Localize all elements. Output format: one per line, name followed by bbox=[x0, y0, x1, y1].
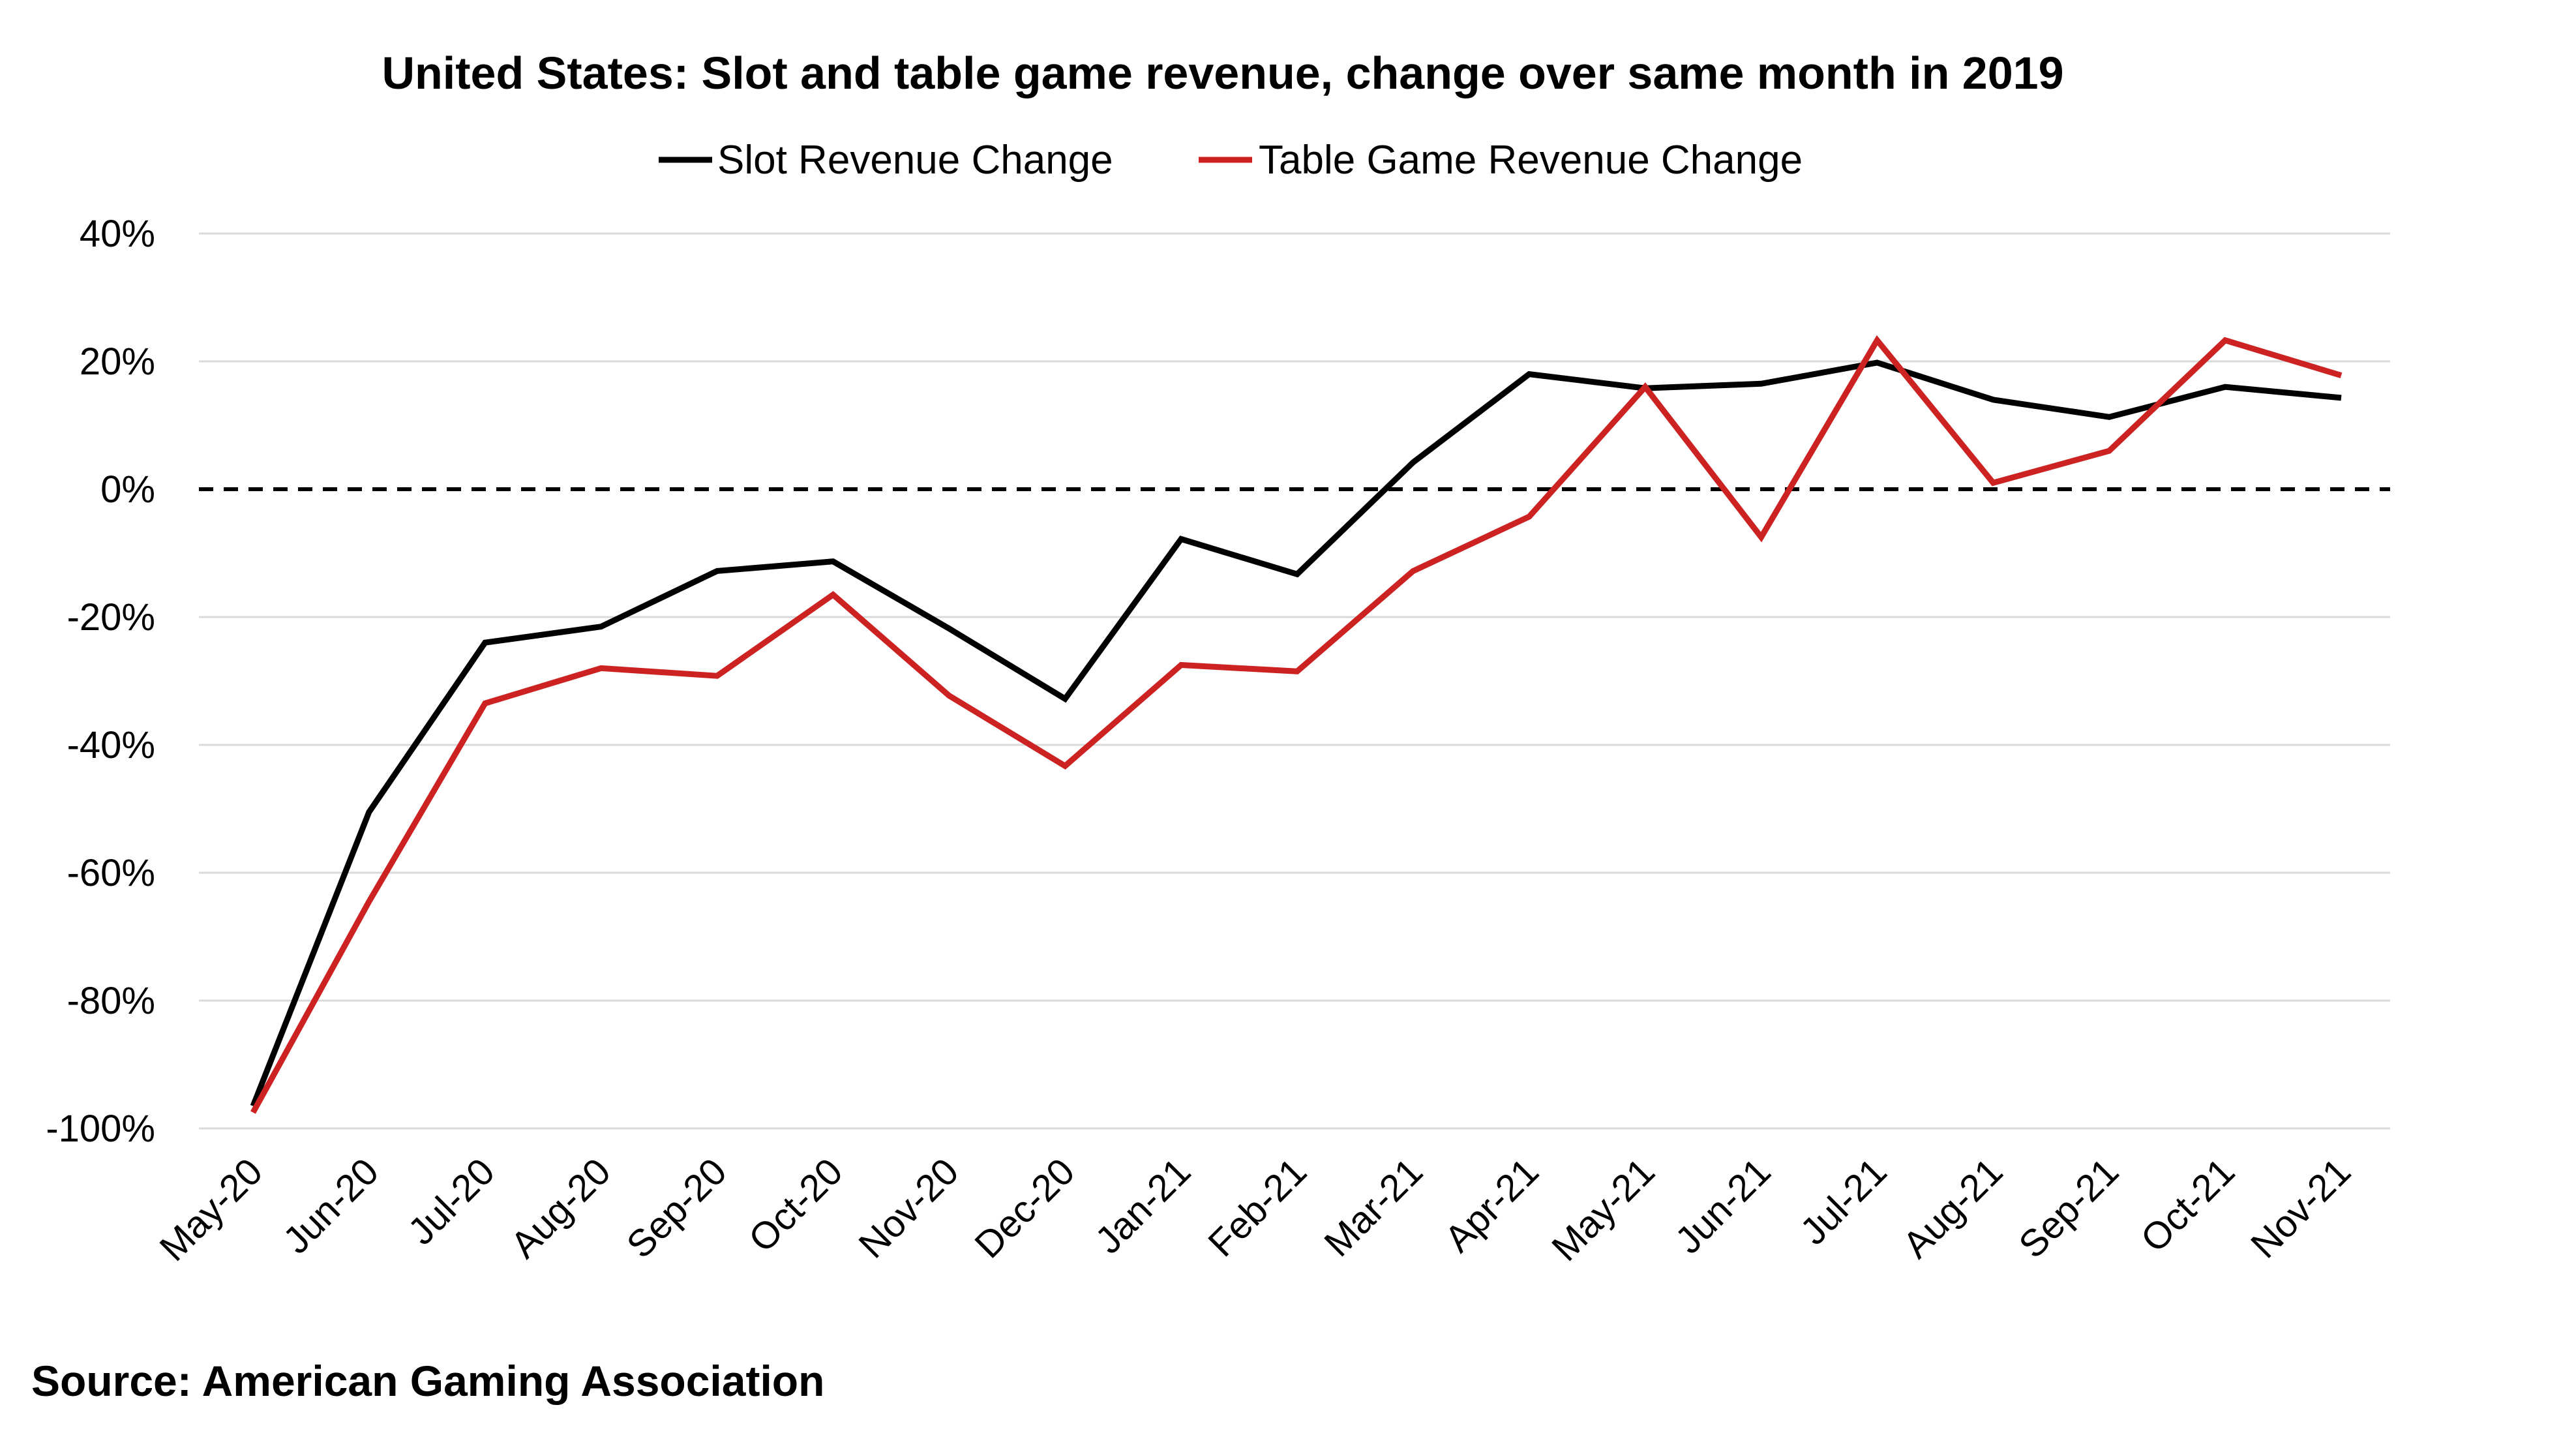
y-tick-label: -80% bbox=[67, 980, 155, 1022]
gridlines bbox=[199, 234, 2390, 1128]
x-tick-label: Aug-20 bbox=[503, 1150, 619, 1266]
y-tick-label: 0% bbox=[100, 468, 155, 511]
y-tick-label: -20% bbox=[67, 596, 155, 639]
x-tick-label: Feb-21 bbox=[1200, 1150, 1315, 1265]
x-tick-label: Dec-20 bbox=[966, 1150, 1083, 1266]
x-tick-label: Sep-20 bbox=[619, 1150, 735, 1266]
x-tick-label: Jul-21 bbox=[1792, 1150, 1895, 1253]
y-tick-label: -100% bbox=[46, 1108, 155, 1150]
x-tick-label: Apr-21 bbox=[1437, 1150, 1547, 1260]
x-tick-label: Mar-21 bbox=[1316, 1150, 1431, 1265]
series-line-table-game bbox=[253, 340, 2341, 1113]
y-axis-ticks: 40% 20% 0% -20% -40% -60% -80% -100% bbox=[46, 213, 155, 1150]
chart-title: United States: Slot and table game reven… bbox=[382, 48, 2063, 98]
y-tick-label: -40% bbox=[67, 724, 155, 766]
x-tick-label: Nov-20 bbox=[850, 1150, 966, 1266]
x-tick-label: Jan-21 bbox=[1087, 1150, 1199, 1261]
x-tick-label: Jun-20 bbox=[275, 1150, 387, 1261]
y-tick-label: -60% bbox=[67, 852, 155, 894]
x-tick-label: Sep-21 bbox=[2011, 1150, 2127, 1266]
series-lines bbox=[253, 340, 2341, 1113]
x-tick-label: Aug-21 bbox=[1895, 1150, 2011, 1266]
y-tick-label: 20% bbox=[80, 340, 155, 383]
source-note: Source: American Gaming Association bbox=[31, 1357, 824, 1405]
legend-label: Slot Revenue Change bbox=[717, 138, 1113, 183]
x-tick-label: Jun-21 bbox=[1667, 1150, 1778, 1261]
x-tick-label: Nov-21 bbox=[2243, 1150, 2359, 1266]
x-tick-label: Oct-21 bbox=[2133, 1150, 2243, 1260]
x-tick-label: May-21 bbox=[1544, 1150, 1663, 1269]
legend: Slot Revenue Change Table Game Revenue Ch… bbox=[659, 138, 1803, 183]
y-tick-label: 40% bbox=[80, 213, 155, 255]
x-tick-label: May-20 bbox=[151, 1150, 271, 1269]
x-tick-label: Jul-20 bbox=[400, 1150, 503, 1253]
x-tick-label: Oct-20 bbox=[741, 1150, 851, 1260]
legend-label: Table Game Revenue Change bbox=[1259, 138, 1803, 183]
